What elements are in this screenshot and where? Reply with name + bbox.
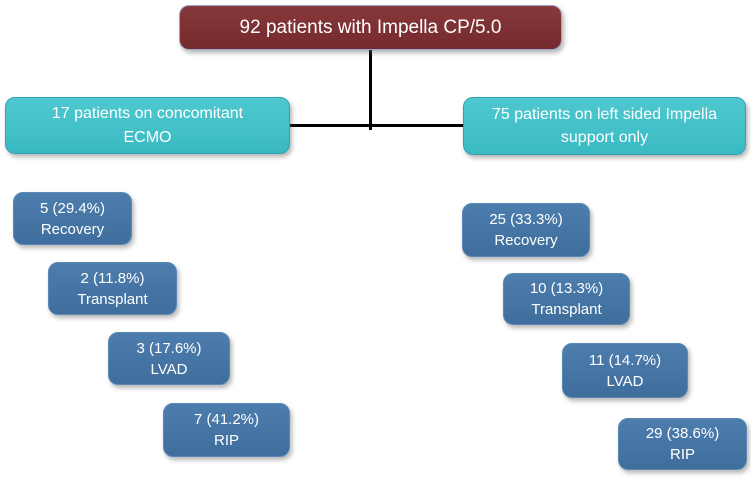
outcome-label: RIP: [669, 446, 695, 463]
branch-node-impella-only-label-line2: support only: [560, 129, 649, 146]
outcome-label: Transplant: [531, 301, 602, 318]
outcome-value: 5 (29.4%): [39, 199, 106, 217]
outcome-value: 10 (13.3%): [529, 280, 604, 297]
outcome-node-impella-rip: 29 (38.6%) RIP: [618, 418, 747, 470]
outcome-node-impella-transplant: 10 (13.3%) Transplant: [503, 273, 630, 325]
branch-node-ecmo-label-line1: 17 patients on concomitant: [51, 105, 244, 123]
outcome-label: Recovery: [494, 232, 558, 249]
branch-node-impella-only-label-line1: 75 patients on left sided Impella: [491, 105, 718, 123]
branch-node-ecmo-label-line2: ECMO: [123, 128, 172, 146]
connector-root-vertical: [369, 50, 372, 130]
outcome-node-ecmo-recovery: 5 (29.4%) Recovery: [13, 192, 132, 245]
outcome-node-impella-recovery: 25 (33.3%) Recovery: [462, 203, 590, 257]
outcome-value: 3 (17.6%): [136, 339, 202, 357]
outcome-value: 7 (41.2%): [193, 411, 260, 428]
outcome-value: 25 (33.3%): [489, 211, 563, 228]
outcome-value: 29 (38.6%): [645, 425, 720, 442]
root-node-label: 92 patients with Impella CP/5.0: [239, 16, 502, 38]
root-node-total-patients: 92 patients with Impella CP/5.0: [179, 5, 562, 50]
connector-branches-horizontal: [289, 124, 465, 127]
outcome-label: Recovery: [40, 220, 105, 238]
branch-node-ecmo: 17 patients on concomitant ECMO: [5, 97, 290, 154]
outcome-value: 2 (11.8%): [80, 269, 145, 287]
outcome-node-ecmo-transplant: 2 (11.8%) Transplant: [48, 262, 177, 315]
outcome-node-impella-lvad: 11 (14.7%) LVAD: [562, 343, 688, 398]
outcome-node-ecmo-rip: 7 (41.2%) RIP: [163, 403, 290, 457]
outcome-label: RIP: [213, 432, 239, 449]
outcome-label: LVAD: [606, 372, 644, 390]
outcome-node-ecmo-lvad: 3 (17.6%) LVAD: [108, 332, 230, 385]
outcome-value: 11 (14.7%): [588, 351, 662, 369]
outcome-label: Transplant: [77, 290, 148, 308]
outcome-label: LVAD: [150, 360, 188, 378]
branch-node-impella-only: 75 patients on left sided Impella suppor…: [463, 97, 746, 155]
